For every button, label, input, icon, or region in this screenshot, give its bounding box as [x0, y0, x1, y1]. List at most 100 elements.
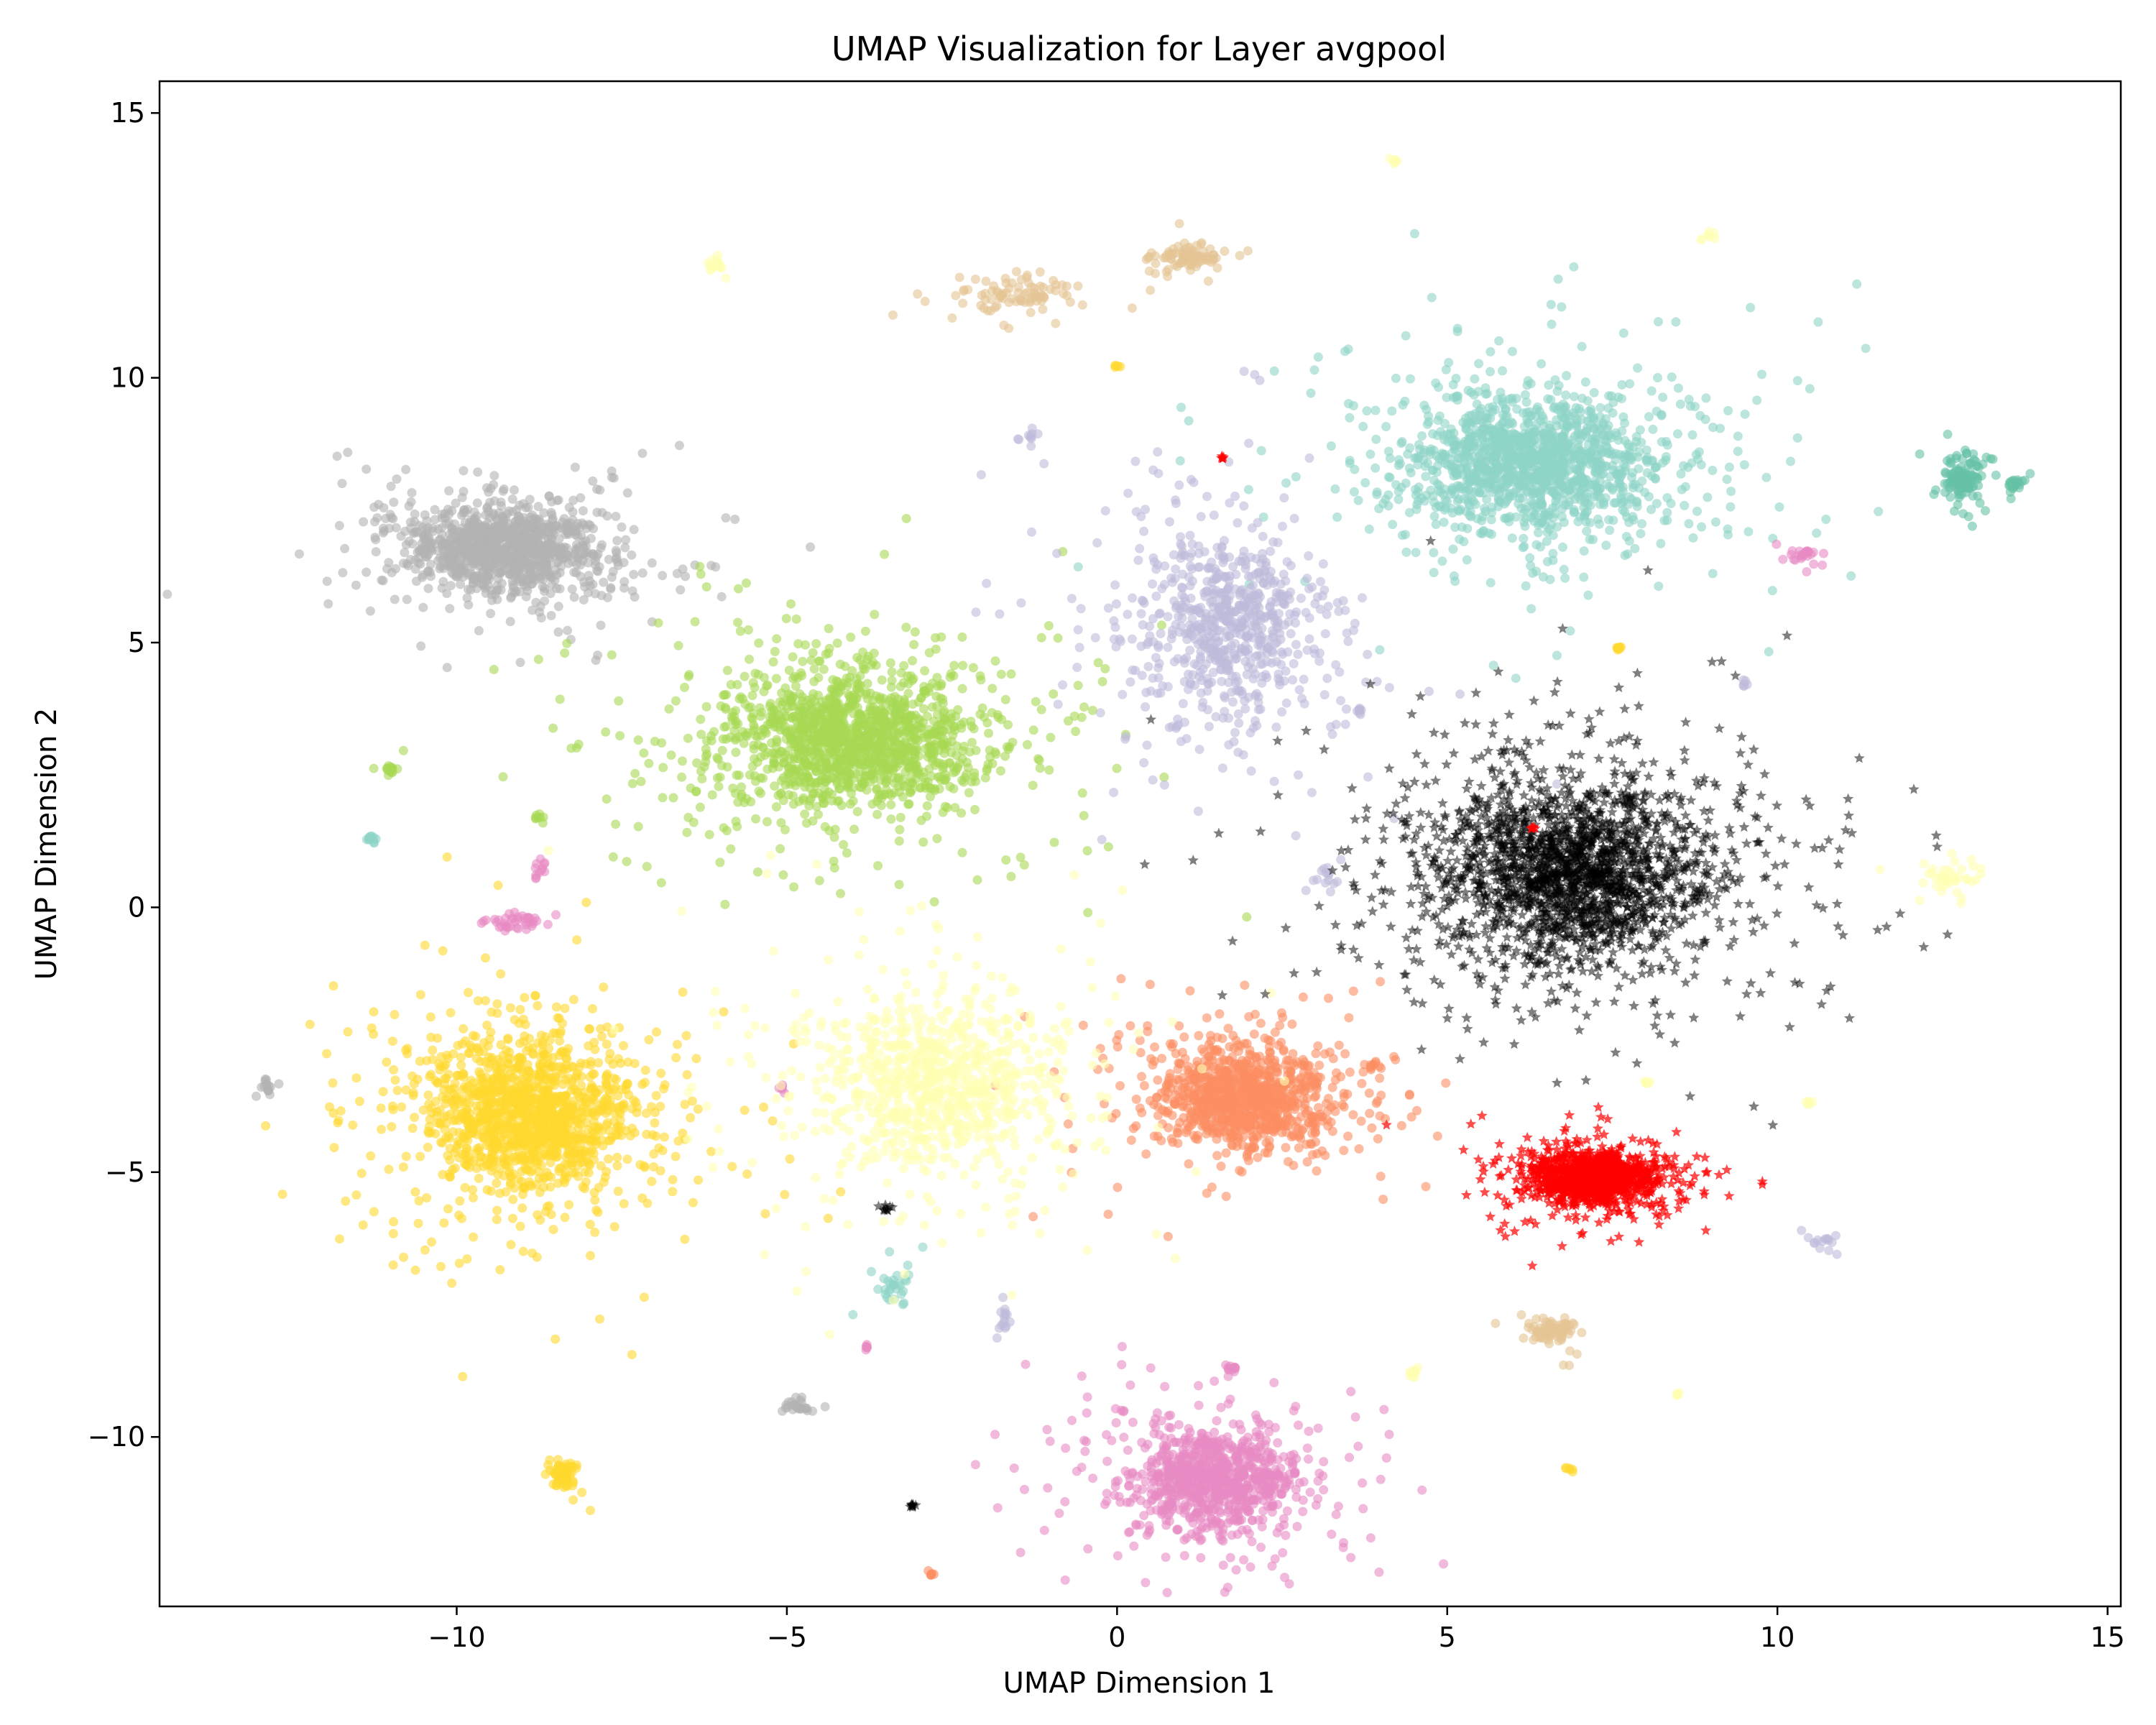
- scatter-point: [1501, 404, 1511, 414]
- scatter-point: [510, 485, 519, 495]
- scatter-point: [1434, 454, 1444, 464]
- scatter-point: [962, 758, 972, 768]
- scatter-point: [548, 572, 557, 582]
- scatter-point: [681, 571, 691, 581]
- scatter-point: [1123, 610, 1133, 620]
- scatter-point: [1281, 576, 1291, 586]
- scatter-point: [1279, 599, 1289, 609]
- scatter-point: [934, 784, 944, 794]
- scatter-point: [1323, 602, 1333, 612]
- scatter-point: [1680, 482, 1690, 492]
- scatter-point: [546, 611, 556, 620]
- scatter-point: [615, 731, 625, 741]
- scatter-point: [1613, 478, 1623, 488]
- scatter-point: [664, 704, 674, 714]
- scatter-point: [1518, 543, 1528, 553]
- scatter-point: [781, 614, 791, 623]
- scatter-point: [560, 648, 570, 658]
- scatter-point: [1230, 678, 1240, 688]
- scatter-point: [877, 675, 887, 685]
- scatter-point: [1200, 636, 1210, 645]
- scatter-point: [1269, 776, 1279, 786]
- scatter-point: [878, 723, 888, 733]
- scatter-point: [887, 676, 897, 686]
- scatter-point: [1293, 649, 1303, 659]
- scatter-point: [849, 824, 860, 834]
- scatter-point: [771, 673, 781, 684]
- scatter-point: [1309, 365, 1319, 375]
- scatter-point: [712, 773, 722, 783]
- scatter-point: [1187, 539, 1197, 549]
- scatter-point: [820, 1402, 830, 1412]
- scatter-point: [1138, 620, 1148, 630]
- scatter-point: [602, 794, 612, 804]
- scatter-point: [1478, 529, 1487, 539]
- scatter-point: [1967, 521, 1977, 531]
- scatter-point: [1542, 461, 1552, 472]
- scatter-point: [1026, 441, 1036, 451]
- scatter-point: [1184, 416, 1194, 426]
- scatter-point: [1341, 704, 1351, 714]
- scatter-point: [1573, 517, 1583, 527]
- scatter-point: [793, 753, 803, 763]
- scatter-point: [1450, 444, 1460, 454]
- scatter-point: [1256, 610, 1266, 620]
- scatter-point: [1142, 740, 1152, 750]
- scatter-point: [389, 497, 399, 507]
- scatter-point: [819, 664, 829, 674]
- scatter-point: [734, 770, 744, 781]
- scatter-point: [722, 690, 732, 700]
- scatter-point: [904, 799, 914, 809]
- scatter-point: [1692, 506, 1702, 516]
- scatter-point: [926, 791, 935, 801]
- scatter-point: [1363, 772, 1373, 782]
- scatter-point: [554, 550, 564, 560]
- scatter-point: [448, 528, 458, 537]
- scatter-point: [1950, 506, 1959, 516]
- scatter-point: [489, 496, 499, 506]
- scatter-point: [627, 550, 637, 560]
- scatter-point: [720, 899, 730, 909]
- scatter-point: [1350, 618, 1360, 628]
- scatter-point: [1929, 489, 1939, 500]
- scatter-point: [683, 733, 693, 743]
- scatter-point: [1543, 394, 1553, 404]
- scatter-point: [734, 584, 743, 594]
- scatter-point: [1279, 493, 1289, 503]
- scatter-point: [642, 862, 652, 872]
- scatter-point: [692, 758, 702, 768]
- scatter-point: [987, 759, 998, 768]
- scatter-point: [1491, 449, 1501, 459]
- scatter-point: [1371, 434, 1381, 444]
- scatter-point: [706, 731, 717, 741]
- scatter-point: [1383, 446, 1393, 456]
- scatter-point: [1606, 430, 1615, 440]
- scatter-point: [881, 715, 891, 725]
- scatter-point: [1159, 579, 1169, 589]
- scatter-point: [807, 712, 817, 722]
- scatter-point: [1585, 500, 1595, 510]
- scatter-point: [1411, 505, 1422, 515]
- scatter-point: [1128, 665, 1138, 675]
- scatter-point: [1275, 676, 1285, 686]
- scatter-point: [1301, 886, 1311, 896]
- scatter-point: [1135, 543, 1145, 553]
- scatter-point: [1006, 872, 1016, 881]
- scatter-point: [1179, 658, 1189, 668]
- scatter-point: [957, 684, 967, 694]
- scatter-point: [528, 510, 538, 520]
- scatter-point: [484, 574, 494, 584]
- scatter-point: [1448, 544, 1458, 554]
- scatter-point: [1767, 586, 1777, 596]
- scatter-point: [1364, 524, 1374, 534]
- scatter-point: [1454, 494, 1464, 504]
- scatter-point: [678, 756, 687, 766]
- scatter-point: [658, 763, 668, 773]
- scatter-point: [696, 714, 706, 724]
- scatter-point: [1542, 472, 1552, 482]
- scatter-point: [606, 584, 616, 594]
- scatter-point: [957, 847, 967, 857]
- scatter-point: [1480, 507, 1491, 517]
- scatter-point: [1595, 444, 1606, 454]
- scatter-point: [1579, 572, 1589, 582]
